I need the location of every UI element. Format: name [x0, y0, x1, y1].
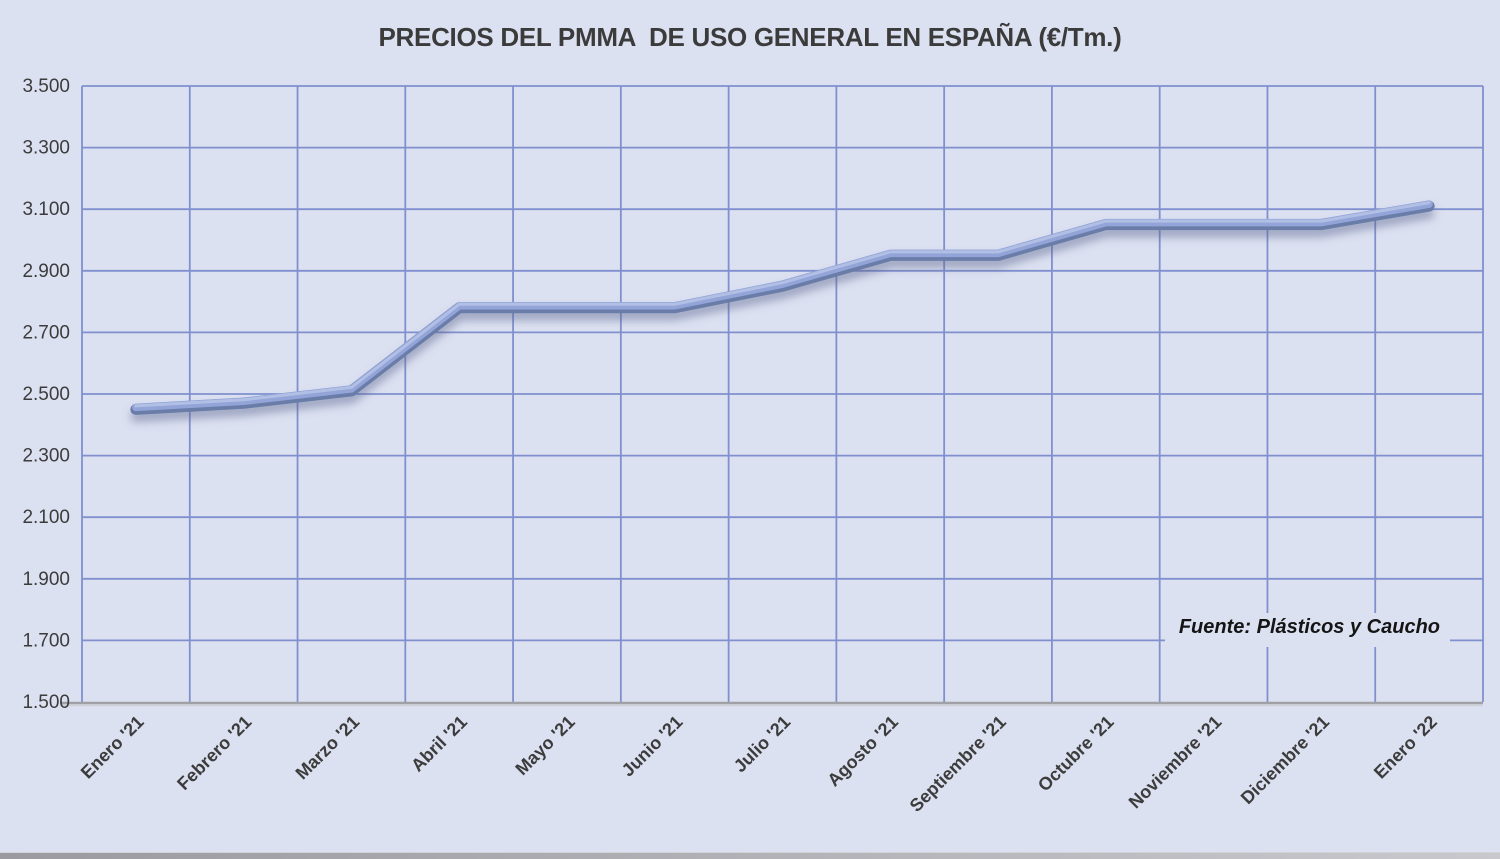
y-tick-label: 3.100 [22, 199, 70, 220]
x-tick-label: Julio '21 [730, 712, 795, 777]
y-tick-label: 2.500 [22, 384, 70, 405]
y-tick-label: 3.500 [22, 76, 70, 97]
x-tick-label: Agosto '21 [823, 712, 902, 791]
series-stroke-highlight [134, 201, 1431, 408]
y-tick-label: 2.300 [22, 446, 70, 467]
y-tick-label: 2.700 [22, 322, 70, 343]
price-series-line [130, 200, 1435, 415]
y-tick-label: 1.700 [22, 630, 70, 651]
x-tick-label: Junio '21 [618, 712, 687, 781]
y-tick-label: 2.900 [22, 261, 70, 282]
x-tick-label: Febrero '21 [173, 712, 255, 794]
source-annotation: Fuente: Plásticos y Caucho [1164, 613, 1450, 647]
y-tick-label: 3.300 [22, 138, 70, 159]
series-stroke-body [132, 200, 1433, 412]
y-tick-label: 2.100 [22, 507, 70, 528]
x-tick-label: Mayo '21 [511, 712, 578, 779]
y-tick-label: 1.500 [22, 692, 70, 713]
x-tick-label: Noviembre '21 [1125, 712, 1226, 813]
x-tick-label: Octubre '21 [1034, 712, 1118, 796]
chart-title: PRECIOS DEL PMMA DE USO GENERAL EN ESPAÑ… [378, 22, 1122, 52]
bottom-edge [0, 852, 1500, 859]
x-tick-label: Marzo '21 [292, 712, 364, 784]
y-tick-label: 1.900 [22, 569, 70, 590]
x-tick-label: Septiembre '21 [906, 712, 1010, 816]
x-tick-label: Enero '21 [77, 712, 148, 783]
x-tick-label: Enero '22 [1370, 712, 1441, 783]
series-stroke-base [130, 200, 1435, 415]
x-tick-label: Abril '21 [407, 712, 471, 776]
x-tick-label: Diciembre '21 [1237, 712, 1333, 808]
